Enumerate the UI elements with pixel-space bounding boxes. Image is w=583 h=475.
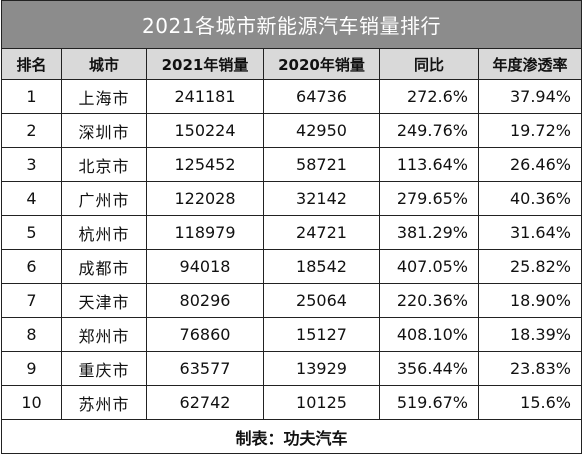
penetration-cell: 18.90% <box>478 283 582 318</box>
rank-cell: 6 <box>1 249 62 284</box>
header-sales-2021: 2021年销量 <box>146 48 264 80</box>
city-cell: 苏州市 <box>61 385 147 420</box>
city-cell: 重庆市 <box>61 351 147 386</box>
city-cell: 广州市 <box>61 181 147 216</box>
table-row: 2 深圳市 150224 42950 249.76% 19.72% <box>1 113 582 148</box>
sales-ranking-table: 2021各城市新能源汽车销量排行 排名 城市 2021年销量 2020年销量 同… <box>1 0 582 454</box>
sales-2021-cell: 241181 <box>146 79 264 114</box>
sales-2020-cell: 18542 <box>263 249 380 284</box>
title-row: 2021各城市新能源汽车销量排行 <box>1 0 582 49</box>
penetration-cell: 26.46% <box>478 147 582 182</box>
sales-2021-cell: 122028 <box>146 181 264 216</box>
yoy-cell: 519.67% <box>379 385 479 420</box>
yoy-cell: 249.76% <box>379 113 479 148</box>
sales-2021-cell: 76860 <box>146 317 264 352</box>
penetration-cell: 40.36% <box>478 181 582 216</box>
penetration-cell: 18.39% <box>478 317 582 352</box>
rank-cell: 9 <box>1 351 62 386</box>
city-cell: 郑州市 <box>61 317 147 352</box>
sales-2020-cell: 42950 <box>263 113 380 148</box>
rank-cell: 4 <box>1 181 62 216</box>
city-cell: 杭州市 <box>61 215 147 250</box>
sales-2020-cell: 15127 <box>263 317 380 352</box>
rank-cell: 1 <box>1 79 62 114</box>
yoy-cell: 381.29% <box>379 215 479 250</box>
sales-2020-cell: 24721 <box>263 215 380 250</box>
table-row: 9 重庆市 63577 13929 356.44% 23.83% <box>1 351 582 386</box>
yoy-cell: 113.64% <box>379 147 479 182</box>
header-rank: 排名 <box>1 48 62 80</box>
penetration-cell: 19.72% <box>478 113 582 148</box>
table-row: 7 天津市 80296 25064 220.36% 18.90% <box>1 283 582 318</box>
penetration-cell: 37.94% <box>478 79 582 114</box>
city-cell: 成都市 <box>61 249 147 284</box>
sales-2021-cell: 125452 <box>146 147 264 182</box>
yoy-cell: 356.44% <box>379 351 479 386</box>
penetration-cell: 15.6% <box>478 385 582 420</box>
table-row: 5 杭州市 118979 24721 381.29% 31.64% <box>1 215 582 250</box>
city-cell: 北京市 <box>61 147 147 182</box>
sales-2021-cell: 118979 <box>146 215 264 250</box>
table-row: 1 上海市 241181 64736 272.6% 37.94% <box>1 79 582 114</box>
rank-cell: 2 <box>1 113 62 148</box>
footer-row: 制表：功夫汽车 <box>1 419 582 454</box>
yoy-cell: 272.6% <box>379 79 479 114</box>
table-row: 10 苏州市 62742 10125 519.67% 15.6% <box>1 385 582 420</box>
header-sales-2020: 2020年销量 <box>263 48 380 80</box>
rank-cell: 8 <box>1 317 62 352</box>
yoy-cell: 279.65% <box>379 181 479 216</box>
header-yoy: 同比 <box>379 48 479 80</box>
sales-2021-cell: 94018 <box>146 249 264 284</box>
penetration-cell: 25.82% <box>478 249 582 284</box>
penetration-cell: 23.83% <box>478 351 582 386</box>
sales-2021-cell: 62742 <box>146 385 264 420</box>
city-cell: 深圳市 <box>61 113 147 148</box>
header-city: 城市 <box>61 48 147 80</box>
sales-2020-cell: 64736 <box>263 79 380 114</box>
city-cell: 上海市 <box>61 79 147 114</box>
sales-2020-cell: 10125 <box>263 385 380 420</box>
table-title: 2021各城市新能源汽车销量排行 <box>1 0 582 49</box>
sales-2021-cell: 80296 <box>146 283 264 318</box>
sales-2020-cell: 25064 <box>263 283 380 318</box>
rank-cell: 7 <box>1 283 62 318</box>
sales-2020-cell: 32142 <box>263 181 380 216</box>
table-row: 4 广州市 122028 32142 279.65% 40.36% <box>1 181 582 216</box>
table-row: 3 北京市 125452 58721 113.64% 26.46% <box>1 147 582 182</box>
yoy-cell: 407.05% <box>379 249 479 284</box>
rank-cell: 10 <box>1 385 62 420</box>
yoy-cell: 220.36% <box>379 283 479 318</box>
sales-2020-cell: 13929 <box>263 351 380 386</box>
yoy-cell: 408.10% <box>379 317 479 352</box>
table-row: 6 成都市 94018 18542 407.05% 25.82% <box>1 249 582 284</box>
sales-2021-cell: 150224 <box>146 113 264 148</box>
city-cell: 天津市 <box>61 283 147 318</box>
rank-cell: 3 <box>1 147 62 182</box>
table-row: 8 郑州市 76860 15127 408.10% 18.39% <box>1 317 582 352</box>
table-body: 2021各城市新能源汽车销量排行 排名 城市 2021年销量 2020年销量 同… <box>1 0 582 454</box>
table-footer: 制表：功夫汽车 <box>1 419 582 454</box>
header-row: 排名 城市 2021年销量 2020年销量 同比 年度渗透率 <box>1 48 582 80</box>
rank-cell: 5 <box>1 215 62 250</box>
sales-2021-cell: 63577 <box>146 351 264 386</box>
sales-2020-cell: 58721 <box>263 147 380 182</box>
penetration-cell: 31.64% <box>478 215 582 250</box>
header-penetration: 年度渗透率 <box>478 48 582 80</box>
